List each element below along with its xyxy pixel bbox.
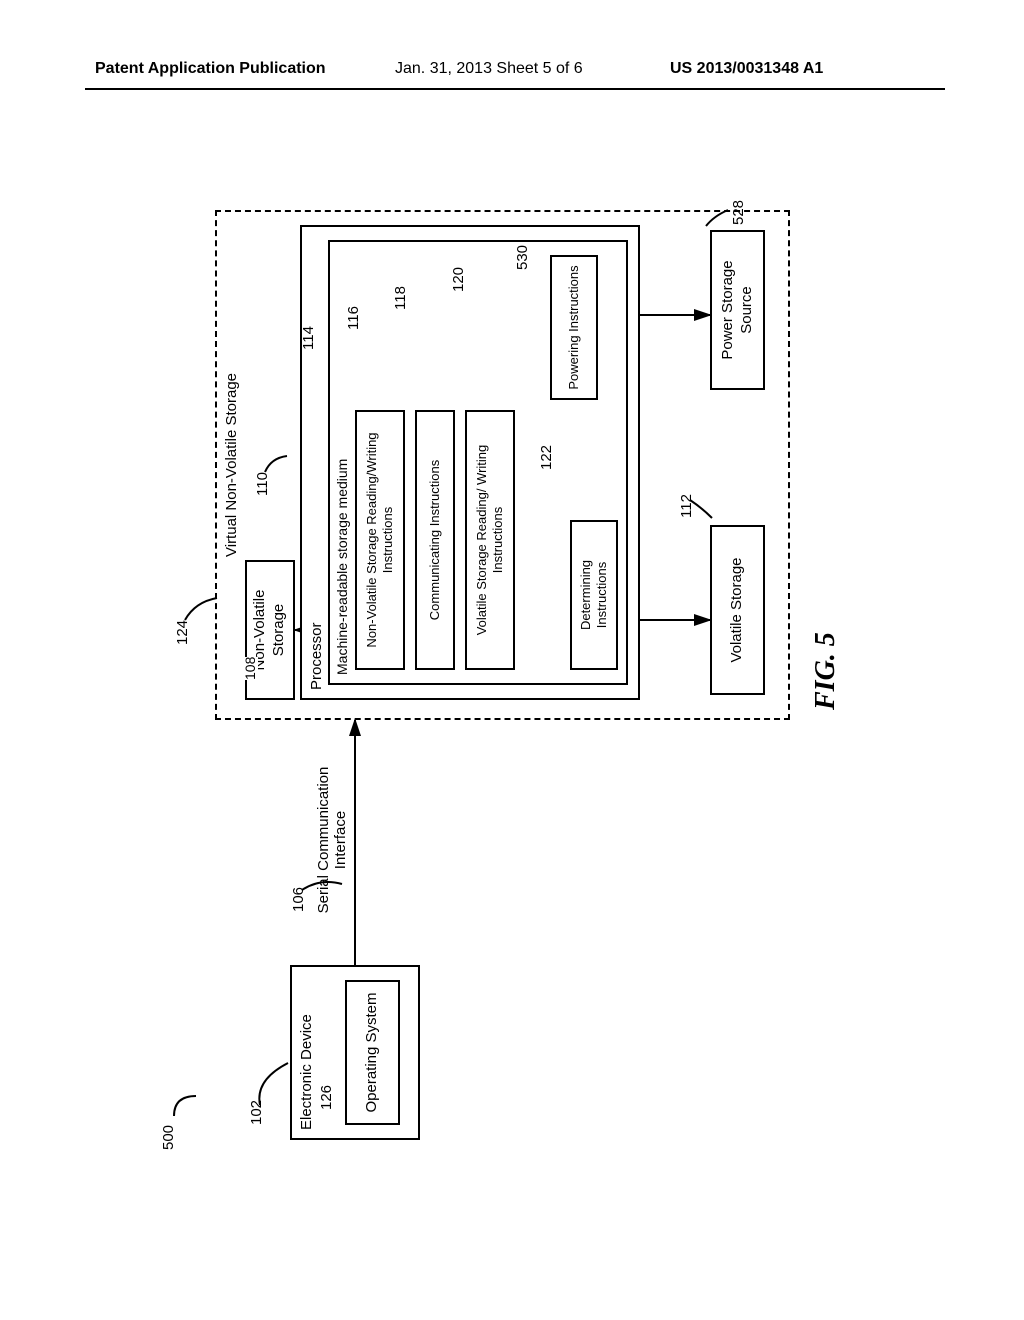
serial-interface-label: Serial Communication Interface [315, 760, 349, 920]
page-header: Patent Application Publication Jan. 31, … [0, 60, 1024, 90]
ref-118: 118 [392, 286, 409, 310]
page: Patent Application Publication Jan. 31, … [0, 0, 1024, 1320]
virtual-nv-storage-title: Virtual Non-Volatile Storage [223, 373, 242, 557]
storage-medium-label: Machine-readable storage medium [334, 459, 352, 675]
ref-530: 530 [514, 245, 531, 270]
instr-comm-box: Communicating Instructions [415, 410, 455, 670]
landscape-wrapper: 500 [160, 160, 860, 1160]
instr-nv-rw-label: Non-Volatile Storage Reading/Writing Ins… [364, 416, 397, 664]
header-rule [85, 88, 945, 90]
instr-powering-box: Powering Instructions [550, 255, 598, 400]
volatile-storage-box: Volatile Storage [710, 525, 765, 695]
power-source-label: Power Storage Source [719, 236, 757, 384]
ref-116: 116 [345, 306, 362, 330]
ref-500: 500 [160, 1125, 177, 1150]
instr-nv-rw-box: Non-Volatile Storage Reading/Writing Ins… [355, 410, 405, 670]
instr-powering-label: Powering Instructions [566, 265, 582, 389]
instr-determining-label: Determining Instructions [578, 526, 611, 664]
ref-122: 122 [538, 445, 555, 470]
ref-102: 102 [248, 1100, 265, 1125]
processor-label: Processor [308, 622, 327, 690]
ref-126: 126 [318, 1085, 335, 1110]
ref-120: 120 [450, 267, 467, 292]
header-publication: Patent Application Publication [95, 60, 326, 78]
instr-comm-label: Communicating Instructions [427, 460, 443, 620]
ref-528: 528 [730, 200, 747, 225]
figure-5-diagram: 500 [10, 250, 1010, 1070]
ref-114: 114 [300, 326, 317, 350]
instr-vol-rw-box: Volatile Storage Reading/ Writing Instru… [465, 410, 515, 670]
figure-label: FIG. 5 [810, 632, 842, 710]
instr-vol-rw-label: Volatile Storage Reading/ Writing Instru… [474, 416, 507, 664]
header-patent-number: US 2013/0031348 A1 [670, 60, 823, 78]
electronic-device-title: Electronic Device [298, 1014, 317, 1130]
ref-106: 106 [290, 887, 307, 912]
ref-112: 112 [678, 494, 695, 518]
operating-system-label: Operating System [363, 992, 382, 1112]
instr-determining-box: Determining Instructions [570, 520, 618, 670]
ref-110: 110 [254, 472, 271, 496]
ref-108: 108 [242, 657, 258, 680]
power-source-box: Power Storage Source [710, 230, 765, 390]
operating-system-box: Operating System [345, 980, 400, 1125]
volatile-storage-label: Volatile Storage [728, 557, 747, 662]
ref-124: 124 [174, 620, 191, 645]
header-date-sheet: Jan. 31, 2013 Sheet 5 of 6 [395, 60, 583, 78]
